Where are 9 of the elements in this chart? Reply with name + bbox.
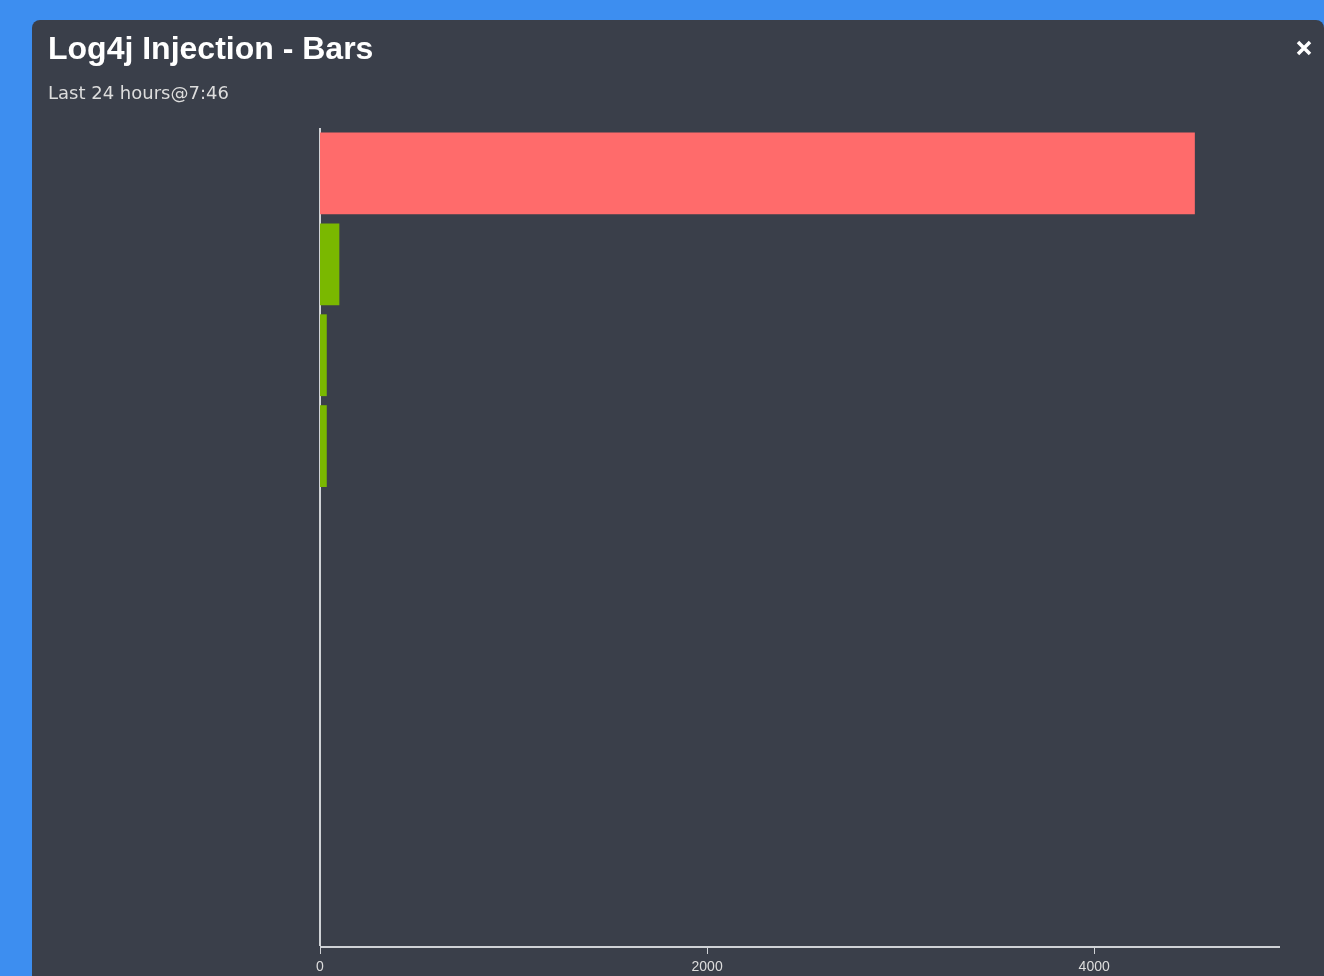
bar bbox=[320, 405, 327, 488]
bar bbox=[320, 223, 340, 306]
bar bbox=[320, 314, 327, 397]
bar bbox=[320, 132, 1195, 215]
text: Last 24 hours@7:46 bbox=[48, 82, 229, 103]
x-tick-label: 0 bbox=[316, 957, 325, 974]
x-tick-label: 2000 bbox=[691, 957, 723, 974]
chart-title: Log4j Injection - Bars bbox=[48, 30, 374, 67]
x-tick-label: 4000 bbox=[1078, 957, 1110, 974]
